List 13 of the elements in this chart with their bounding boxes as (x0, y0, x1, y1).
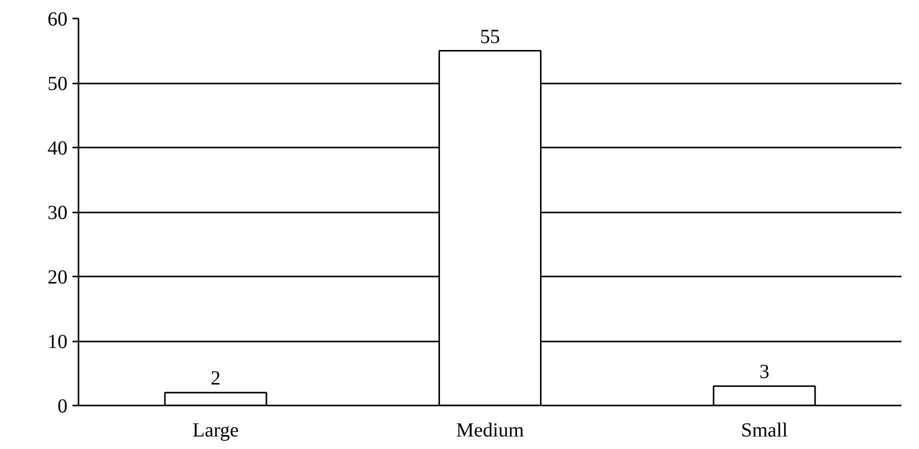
data-label: 55 (480, 26, 500, 48)
x-tick-label: Small (741, 420, 788, 442)
data-label: 2 (210, 368, 221, 390)
y-tick-label: 50 (48, 73, 68, 95)
y-tick-label: 10 (48, 331, 68, 353)
y-tick-label: 40 (48, 138, 68, 160)
x-tick-label: Medium (456, 420, 524, 442)
y-tick-label: 0 (58, 396, 68, 418)
y-tick-label: 60 (48, 8, 68, 30)
x-tick-label: Large (192, 420, 239, 442)
y-tick-label: 30 (48, 202, 68, 224)
y-tick-label: 20 (48, 266, 68, 288)
data-label: 3 (759, 361, 770, 384)
